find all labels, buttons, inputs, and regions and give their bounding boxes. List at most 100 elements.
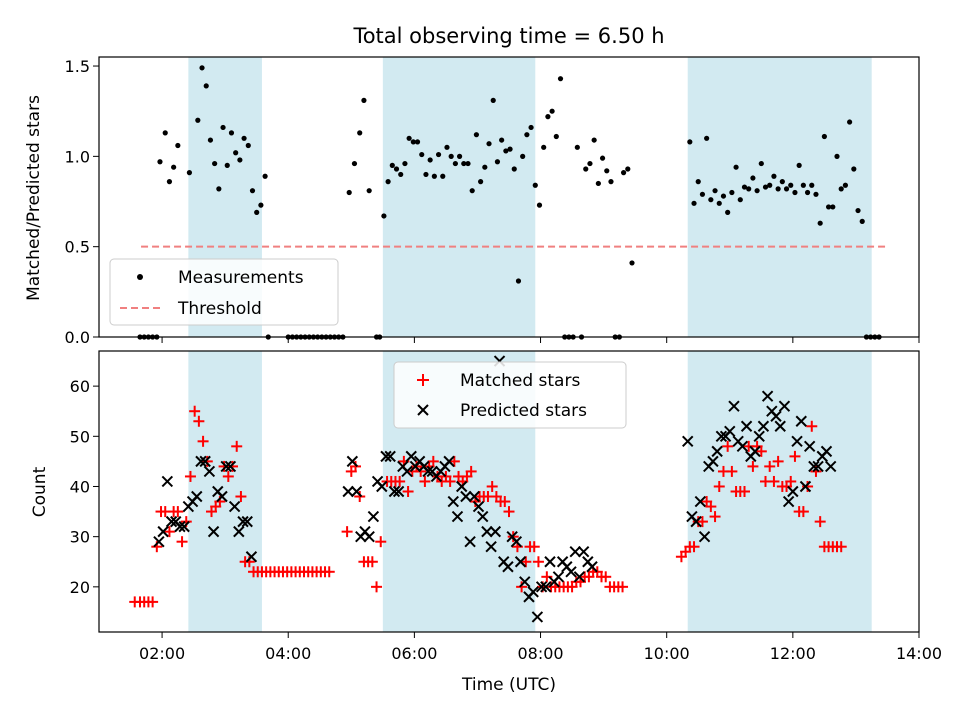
bottom-x-tick-label: 14:00 — [896, 644, 942, 663]
measurement-point — [469, 188, 475, 194]
measurement-point — [435, 151, 442, 158]
measurement-point — [385, 179, 391, 185]
measurement-point — [381, 213, 387, 219]
predicted-star-point — [749, 445, 761, 458]
predicted-star-point — [573, 571, 586, 583]
top-y-tick-label: 1.5 — [65, 57, 90, 76]
measurement-point — [825, 204, 832, 210]
matched-star-point — [354, 491, 366, 503]
measurement-point — [842, 182, 849, 188]
matched-star-point — [350, 460, 362, 472]
matched-star-point — [797, 506, 809, 518]
x-axis-label: Time (UTC) — [461, 675, 556, 695]
measurement-point — [440, 173, 446, 179]
measurement-point — [515, 278, 522, 284]
measurement-point — [629, 260, 635, 266]
measurement-point — [541, 144, 547, 150]
matched-star-point — [503, 506, 515, 518]
measurement-point — [241, 135, 247, 141]
predicted-star-point — [157, 525, 169, 538]
measurement-point — [427, 157, 433, 163]
predicted-star-point — [770, 410, 782, 422]
measurement-point — [796, 162, 802, 168]
measurement-point — [228, 130, 235, 136]
predicted-star-point — [165, 515, 178, 528]
measurement-point — [625, 166, 631, 172]
measurement-point — [574, 144, 580, 150]
matched-star-point — [785, 475, 797, 487]
measurement-point — [834, 153, 840, 159]
bottom-legend: Matched stars Predicted stars — [393, 361, 627, 429]
predicted-star-point — [207, 525, 220, 538]
predicted-star-point — [698, 530, 711, 543]
predicted-star-point — [577, 546, 590, 558]
measurement-point — [419, 151, 425, 158]
measurement-point — [545, 114, 551, 120]
matched-star-point — [499, 496, 511, 508]
bottom-y-tick-label: 30 — [70, 528, 90, 547]
matched-star-point — [448, 455, 460, 467]
predicted-star-point — [195, 455, 207, 468]
measurement-point — [604, 168, 610, 174]
predicted-star-point — [422, 465, 434, 478]
legend-measurements-marker — [137, 274, 143, 280]
bottom-y-axis-label: Count — [30, 466, 50, 517]
predicted-star-point — [799, 480, 812, 493]
measurement-point — [708, 197, 714, 203]
predicted-star-point — [451, 510, 464, 523]
legend-measurements-label: Measurements — [178, 268, 304, 288]
measurement-point — [800, 182, 806, 188]
matched-star-point — [814, 516, 826, 528]
legend-threshold-label: Threshold — [177, 299, 262, 319]
top-axes-frame — [98, 56, 920, 338]
measurement-point — [351, 160, 358, 167]
measurement-point — [553, 133, 559, 140]
matched-star-point — [705, 501, 717, 513]
measurement-point — [779, 179, 785, 185]
measurement-point — [366, 188, 372, 194]
predicted-star-point — [514, 556, 527, 568]
matched-star-point — [189, 405, 201, 417]
predicted-star-point — [690, 515, 702, 528]
measurement-point — [237, 157, 243, 163]
matched-star-point — [516, 581, 528, 593]
matched-star-point — [835, 541, 847, 553]
measurement-point — [699, 191, 706, 197]
predicted-star-point — [245, 551, 258, 563]
measurement-point — [599, 155, 606, 161]
measurement-point — [444, 144, 450, 150]
measurement-point — [262, 173, 268, 179]
matched-star-point — [722, 440, 734, 452]
predicted-star-point — [787, 485, 799, 498]
matched-star-point — [402, 486, 414, 497]
predicted-star-point — [220, 460, 232, 473]
predicted-star-point — [795, 415, 807, 427]
measurement-point — [838, 186, 844, 192]
measurement-point — [741, 184, 748, 190]
predicted-star-point — [191, 490, 203, 503]
matched-star-point — [201, 455, 213, 467]
measurement-point — [783, 186, 790, 192]
measurement-point — [398, 171, 404, 178]
measurement-point — [414, 139, 421, 145]
matched-star-point — [764, 460, 776, 472]
measurement-point — [175, 142, 181, 149]
predicted-star-point — [736, 440, 749, 453]
predicted-star-point — [384, 450, 396, 463]
predicted-star-point — [808, 460, 820, 473]
measurement-point — [746, 186, 752, 192]
predicted-star-point — [757, 420, 770, 432]
matched-star-point — [789, 450, 801, 462]
matched-star-point — [222, 470, 234, 482]
predicted-star-point — [363, 530, 375, 543]
predicted-star-point — [477, 510, 489, 523]
measurement-point — [587, 160, 593, 167]
measurement-point — [804, 189, 811, 196]
matched-star-point — [713, 480, 725, 492]
measurement-point — [171, 164, 177, 170]
predicted-star-point — [376, 480, 388, 493]
measurement-point — [737, 197, 743, 203]
matched-star-point — [394, 475, 406, 487]
predicted-star-point — [535, 581, 548, 593]
measurement-point — [361, 97, 367, 103]
